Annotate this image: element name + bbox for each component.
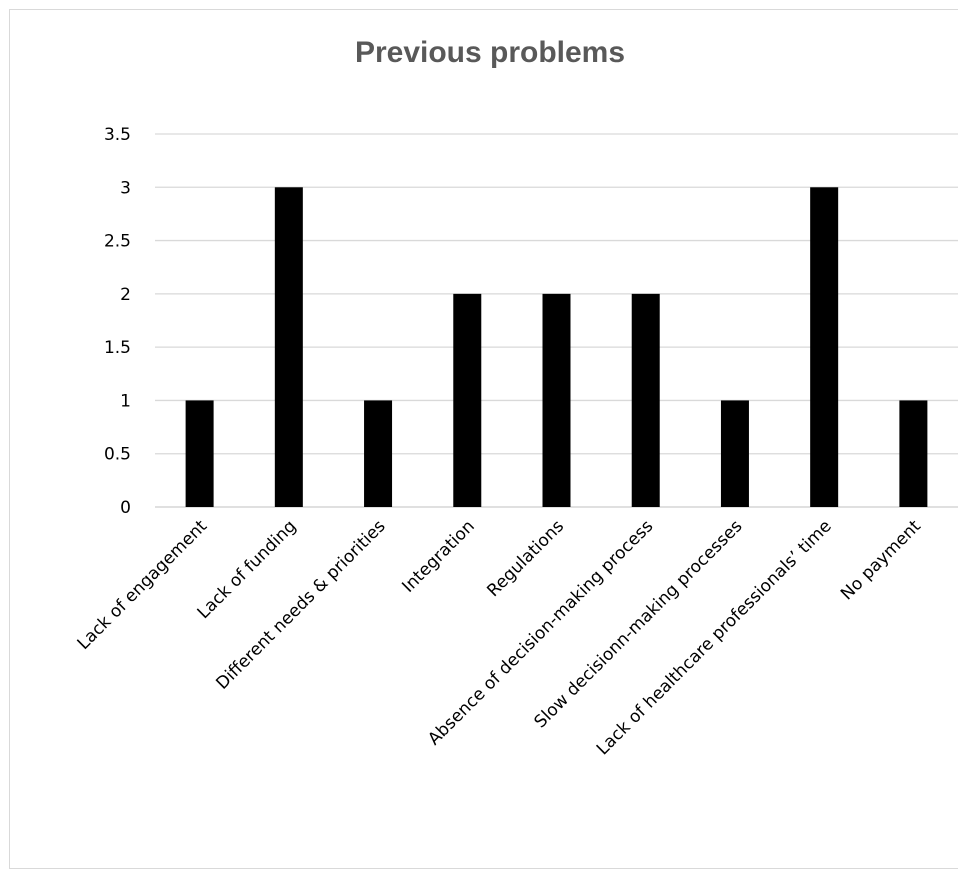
- bar-6: [631, 293, 660, 507]
- y-tick-label: 2.5: [104, 232, 131, 252]
- bars: [185, 187, 928, 508]
- y-axis-tick-labels: 0 0.5 1 1.5 2 2.5 3 3.5: [104, 125, 131, 518]
- bar-4: [453, 293, 482, 507]
- y-tick-label: 3: [120, 178, 131, 198]
- x-category-label: No payment: [837, 516, 925, 604]
- bar-8: [810, 187, 839, 508]
- bar-3: [364, 400, 393, 507]
- chart-title: Previous problems: [354, 36, 626, 69]
- x-category-label: Lack of engagement: [74, 516, 212, 654]
- bar-1: [185, 400, 214, 507]
- bar-9: [899, 400, 928, 507]
- x-category-label: Different needs & priorities: [212, 516, 389, 693]
- bar-7: [720, 400, 749, 507]
- bar-2: [274, 187, 303, 508]
- y-tick-label: 0.5: [104, 445, 131, 465]
- y-tick-label: 2: [120, 285, 131, 305]
- chart-frame: [9, 9, 958, 869]
- y-tick-label: 1.5: [104, 338, 131, 358]
- y-tick-label: 1: [120, 391, 131, 411]
- y-tick-label: 0: [120, 498, 131, 518]
- x-category-label: Integration: [398, 516, 478, 596]
- x-category-label: Regulations: [483, 516, 568, 601]
- y-tick-label: 3.5: [104, 125, 131, 145]
- bar-5: [542, 293, 571, 507]
